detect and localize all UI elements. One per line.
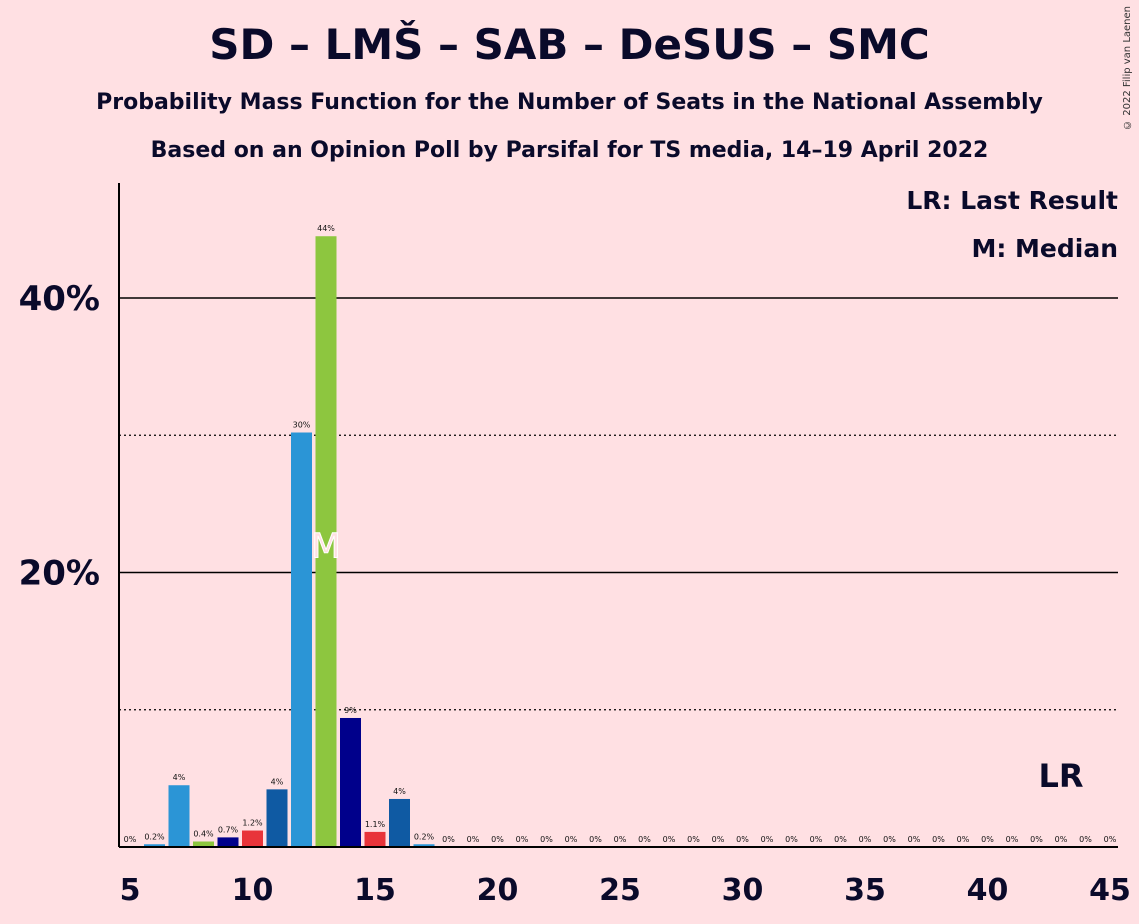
bar-data-label: 0.7% bbox=[218, 825, 239, 834]
bar-data-label: 30% bbox=[293, 421, 311, 430]
bar bbox=[266, 789, 288, 847]
markers: M LR bbox=[311, 526, 1084, 795]
bar-data-label: 0% bbox=[834, 835, 847, 844]
bar bbox=[413, 844, 435, 847]
gridlines: 20% 40% bbox=[19, 279, 1118, 711]
bars bbox=[144, 236, 435, 848]
bar-labels: 0% 0.2% 4% 0.4% 0.7%1.2% 4% 30% 44% 9% 1.1% 4% 0.2%… bbox=[124, 224, 1117, 844]
bar-data-label: 0% bbox=[908, 835, 921, 844]
bar-data-label: 0% bbox=[442, 835, 455, 844]
bar bbox=[144, 844, 165, 847]
bar-data-label: 0% bbox=[540, 835, 553, 844]
bar-data-label: 0% bbox=[638, 835, 651, 844]
bar-data-label: 0% bbox=[1079, 835, 1092, 844]
bar bbox=[315, 236, 337, 848]
bar-data-label: 0% bbox=[785, 835, 798, 844]
bar-data-label: 0% bbox=[1006, 835, 1019, 844]
x-tick-label: 35 bbox=[844, 873, 886, 908]
bar-data-label: 0% bbox=[932, 835, 945, 844]
x-tick-label: 40 bbox=[967, 873, 1009, 908]
bar-data-label: 0% bbox=[736, 835, 749, 844]
bar-data-label: 0.4% bbox=[193, 830, 214, 839]
bar-data-label: 0% bbox=[883, 835, 896, 844]
bar-data-label: 0% bbox=[663, 835, 676, 844]
bar-data-label: 0% bbox=[565, 835, 578, 844]
bar-data-label: 0.2% bbox=[414, 832, 435, 841]
bar-data-label: 0% bbox=[981, 835, 994, 844]
bar-data-label: 1.2% bbox=[242, 819, 263, 828]
chart-title: SD – LMŠ – SAB – DeSUS – SMC bbox=[209, 20, 930, 69]
axes: 5 10 15 20 25 30 35 40 45 bbox=[118, 183, 1131, 908]
bar-data-label: 9% bbox=[344, 706, 357, 715]
bar-data-label: 0% bbox=[491, 835, 504, 844]
bar-data-label: 0% bbox=[1055, 835, 1068, 844]
chart-subtitle: Probability Mass Function for the Number… bbox=[96, 90, 1043, 115]
last-result-marker: LR bbox=[1038, 757, 1083, 795]
x-tick-label: 5 bbox=[120, 873, 141, 908]
bar-data-label: 0% bbox=[761, 835, 774, 844]
bar-data-label: 0% bbox=[957, 835, 970, 844]
x-tick-label: 25 bbox=[599, 873, 641, 908]
x-tick-label: 15 bbox=[354, 873, 396, 908]
x-tick-label: 30 bbox=[722, 873, 764, 908]
bar bbox=[340, 717, 361, 847]
bar bbox=[242, 830, 263, 847]
legend-median: M: Median bbox=[971, 234, 1118, 263]
bar bbox=[217, 837, 239, 847]
y-tick-label: 40% bbox=[19, 279, 100, 319]
bar-data-label: 0.2% bbox=[144, 832, 165, 841]
bar bbox=[168, 785, 190, 847]
bar-data-label: 0% bbox=[810, 835, 823, 844]
bar bbox=[291, 432, 312, 847]
x-tick-label: 20 bbox=[477, 873, 519, 908]
bar bbox=[389, 798, 410, 847]
bar-data-label: 4% bbox=[271, 777, 284, 786]
bar-data-label: 0% bbox=[589, 835, 602, 844]
x-tick-label: 10 bbox=[232, 873, 274, 908]
bar-data-label: 0% bbox=[467, 835, 480, 844]
bar-data-label: 0% bbox=[124, 835, 137, 844]
bar-data-label: 4% bbox=[393, 787, 406, 796]
bar-data-label: 0% bbox=[712, 835, 725, 844]
bar-data-label: 0% bbox=[516, 835, 529, 844]
bar-data-label: 4% bbox=[173, 773, 186, 782]
bar-data-label: 0% bbox=[687, 835, 700, 844]
bar-data-label: 0% bbox=[1104, 835, 1117, 844]
bar-data-label: 0% bbox=[1030, 835, 1043, 844]
bar-data-label: 0% bbox=[614, 835, 627, 844]
x-tick-label: 45 bbox=[1089, 873, 1131, 908]
bar-data-label: 44% bbox=[317, 224, 335, 233]
chart-source-line: Based on an Opinion Poll by Parsifal for… bbox=[150, 138, 989, 163]
median-marker: M bbox=[311, 527, 340, 567]
bar-data-label: 0% bbox=[859, 835, 872, 844]
bar-data-label: 1.1% bbox=[365, 820, 386, 829]
y-tick-label: 20% bbox=[19, 554, 100, 594]
bar bbox=[364, 831, 386, 847]
bar bbox=[193, 841, 214, 847]
legend-last-result: LR: Last Result bbox=[906, 186, 1118, 215]
